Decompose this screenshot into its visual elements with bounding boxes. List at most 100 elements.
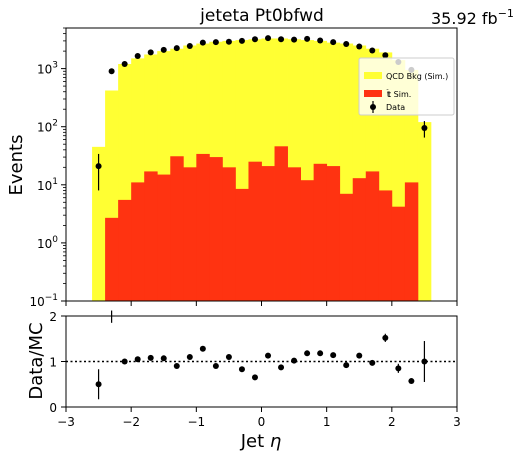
data-point-22: [382, 52, 389, 59]
ttbar-bar-8: [196, 153, 210, 301]
x-tick-label-1: −2: [122, 415, 140, 429]
ratio-point-17: [317, 350, 324, 357]
ratio-point-3: [134, 356, 141, 363]
ttbar-bar-2: [118, 199, 132, 301]
ttbar-bar-19: [339, 193, 354, 301]
qcd-bar-0: [92, 146, 106, 301]
data-point-21: [369, 47, 376, 54]
lumi-value: 35.92 fb: [431, 9, 498, 28]
data-point-25: [421, 125, 428, 131]
data-point-9: [212, 39, 219, 46]
ratio-point-8: [199, 345, 206, 352]
main-y-tick-label-2: 101: [37, 177, 58, 193]
ttbar-bar-11: [235, 188, 249, 301]
legend-label-qcd: QCD Bkg (Sim.): [386, 72, 448, 81]
legend-label-ttbar: t¯t Sim.: [386, 89, 411, 99]
ratio-y-tick-label-0: 0: [49, 401, 57, 415]
x-axis-label-symbol: η: [270, 431, 281, 452]
data-point-1: [108, 68, 115, 75]
legend: QCD Bkg (Sim.) t¯t Sim. Data: [358, 57, 455, 116]
x-tick-label-4: 1: [323, 415, 331, 429]
lumi-exponent: −1: [498, 7, 514, 20]
data-point-3: [134, 52, 141, 59]
ratio-point-21: [369, 359, 376, 366]
main-y-tick-label-3: 102: [37, 119, 58, 135]
ratio-point-19: [343, 362, 350, 369]
qcd-bar-25: [417, 122, 432, 301]
ttbar-bar-18: [326, 166, 341, 301]
ratio-point-18: [330, 352, 337, 359]
data-point-2: [121, 61, 128, 68]
main-bars-layer: [92, 38, 432, 302]
ratio-point-14: [278, 364, 285, 371]
data-point-15: [291, 36, 298, 43]
data-point-14: [278, 36, 285, 43]
ttbar-bar-15: [287, 167, 301, 301]
ratio-point-5: [160, 355, 167, 362]
data-point-5: [160, 46, 167, 53]
legend-label-ttbar-bar: ¯: [386, 89, 389, 96]
legend-label-ttbar-t2: t: [388, 90, 391, 99]
ratio-point-6: [173, 363, 180, 370]
x-tick-label-2: −1: [187, 415, 205, 429]
data-point-13: [265, 35, 272, 42]
ratio-y-tick-label-2: 2: [49, 310, 57, 324]
ratio-point-22: [382, 334, 389, 341]
lumi-label: 35.92 fb−1: [431, 7, 514, 28]
data-point-18: [330, 39, 337, 46]
ttbar-bar-7: [183, 167, 197, 301]
ttbar-bar-24: [404, 182, 419, 301]
data-point-19: [343, 41, 350, 48]
ratio-point-9: [212, 363, 219, 370]
ratio-point-7: [186, 353, 193, 360]
ratio-data-layer: [95, 310, 428, 400]
ratio-y-tick-label-1: 1: [49, 356, 57, 370]
legend-label-ttbar-t: t: [387, 90, 390, 99]
ratio-point-11: [238, 366, 245, 373]
ttbar-bar-4: [144, 171, 158, 301]
ttbar-bar-9: [209, 157, 223, 301]
data-point-11: [238, 37, 245, 44]
legend-swatch-ttbar: [364, 90, 382, 97]
ttbar-bar-23: [391, 206, 406, 301]
ttbar-bar-10: [222, 167, 236, 301]
ratio-point-2: [121, 358, 128, 365]
data-point-8: [199, 39, 206, 46]
main-y-tick-label-4: 103: [37, 61, 58, 77]
x-tick-label-6: 3: [453, 415, 461, 429]
data-point-17: [317, 37, 324, 44]
ttbar-bar-3: [131, 182, 145, 301]
ttbar-bar-5: [157, 174, 171, 301]
ttbar-bar-14: [274, 146, 288, 301]
data-point-20: [356, 43, 363, 50]
ratio-point-0: [95, 381, 102, 388]
data-point-0: [95, 163, 102, 170]
legend-label-ttbar-rest: Sim.: [391, 90, 411, 99]
x-tick-label-3: 0: [258, 415, 266, 429]
chart-title: jeteta Pt0bfwd: [199, 6, 324, 26]
data-point-10: [225, 38, 232, 45]
x-tick-label-5: 2: [388, 415, 396, 429]
data-point-16: [304, 35, 311, 42]
main-y-axis-label: Events: [6, 135, 27, 196]
legend-data-marker: [370, 104, 376, 110]
ttbar-bar-6: [170, 156, 184, 301]
x-tick-label-0: −3: [57, 415, 75, 429]
ratio-point-10: [225, 353, 232, 360]
main-y-tick-label-1: 100: [37, 235, 58, 251]
ratio-point-20: [356, 352, 363, 359]
data-point-4: [147, 49, 154, 56]
ratio-point-25: [421, 358, 428, 365]
ttbar-bar-16: [300, 180, 315, 301]
ratio-point-23: [395, 365, 402, 372]
main-axes-layer: 10−1 100 101 102 103: [29, 27, 458, 309]
ratio-axes-layer: −3 −2 −1 0 1 2 3 0 1 2: [49, 310, 460, 429]
ttbar-bar-21: [365, 171, 380, 301]
ttbar-bar-13: [261, 166, 275, 301]
data-point-12: [251, 36, 258, 43]
main-y-tick-label-0: 10−1: [29, 293, 58, 309]
legend-swatch-qcd: [364, 72, 382, 79]
x-axis-label-main: Jet: [240, 431, 270, 452]
legend-label-data: Data: [386, 103, 405, 112]
